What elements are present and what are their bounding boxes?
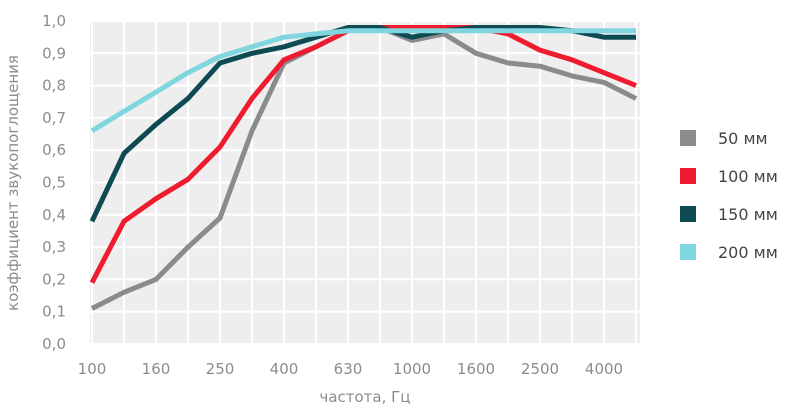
series-lines xyxy=(89,25,638,311)
series-line-4 xyxy=(90,28,636,133)
legend-label: 100 мм xyxy=(718,167,778,186)
x-tick-label: 250 xyxy=(206,360,235,378)
y-tick-label: 0,3 xyxy=(42,238,66,256)
x-tick-label: 630 xyxy=(334,360,363,378)
legend-swatch xyxy=(680,168,696,184)
legend: 50 мм 100 мм 150 мм 200 мм xyxy=(680,129,778,262)
legend-label: 150 мм xyxy=(718,205,778,224)
y-tick-label: 0,1 xyxy=(42,303,66,321)
x-tick-label: 2500 xyxy=(521,360,559,378)
legend-swatch xyxy=(680,130,696,146)
legend-label: 200 мм xyxy=(718,243,778,262)
y-tick-label: 0,4 xyxy=(42,206,66,224)
y-tick-label: 0,2 xyxy=(42,270,66,288)
legend-swatch xyxy=(680,206,696,222)
x-tick-label: 100 xyxy=(78,360,107,378)
y-tick-label: 0,5 xyxy=(42,174,66,192)
x-tick-label: 400 xyxy=(270,360,299,378)
x-tick-label: 160 xyxy=(142,360,171,378)
x-axis-label: частота, Гц xyxy=(319,388,410,406)
y-tick-label: 0,9 xyxy=(42,44,66,62)
x-tick-label: 1000 xyxy=(393,360,431,378)
y-tick-label: 0,7 xyxy=(42,109,66,127)
y-tick-label: 0,6 xyxy=(42,141,66,159)
y-axis-label: коэффициент звукопоглощения xyxy=(4,55,22,311)
series-line-3 xyxy=(89,25,636,223)
legend-swatch xyxy=(680,244,696,260)
x-tick-label: 4000 xyxy=(585,360,623,378)
y-tick-label: 0,8 xyxy=(42,77,66,95)
x-tick-label: 1600 xyxy=(457,360,495,378)
y-tick-label: 1,0 xyxy=(42,12,66,30)
legend-label: 50 мм xyxy=(718,129,768,148)
y-tick-labels: 0,0 0,1 0,2 0,3 0,4 0,5 0,6 0,7 0,8 0,9 1,0 xyxy=(42,12,66,353)
x-tick-labels: 100 160 250 400 630 1000 1600 2500 4000 xyxy=(78,360,623,378)
y-tick-label: 0,0 xyxy=(42,335,66,353)
